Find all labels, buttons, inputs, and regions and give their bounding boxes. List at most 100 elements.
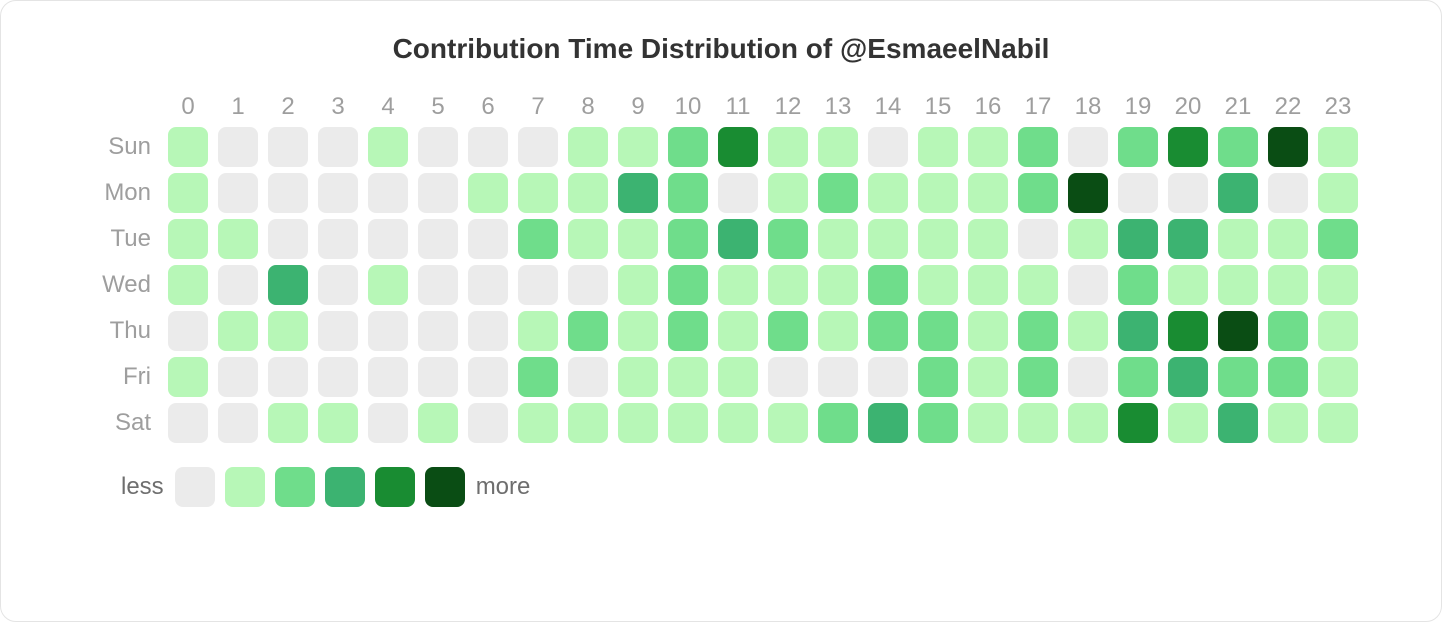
heatmap-cell bbox=[918, 173, 958, 213]
heatmap-cell bbox=[1318, 311, 1358, 351]
legend-swatch bbox=[375, 467, 415, 507]
heatmap-cell bbox=[1318, 219, 1358, 259]
hour-label: 4 bbox=[363, 93, 413, 121]
heatmap-cell bbox=[1268, 173, 1308, 213]
heatmap-cell bbox=[1218, 265, 1258, 305]
heatmap-cell bbox=[1218, 127, 1258, 167]
heatmap-cell bbox=[818, 311, 858, 351]
heatmap-cell bbox=[618, 311, 658, 351]
day-label: Mon bbox=[93, 179, 163, 207]
heatmap-cell bbox=[168, 127, 208, 167]
heatmap-cell bbox=[418, 173, 458, 213]
heatmap-cell bbox=[1118, 403, 1158, 443]
legend-swatch bbox=[425, 467, 465, 507]
heatmap-cell bbox=[1268, 127, 1308, 167]
heatmap-cell bbox=[968, 173, 1008, 213]
hour-label: 5 bbox=[413, 93, 463, 121]
heatmap-cell bbox=[468, 357, 508, 397]
heatmap-cell bbox=[1318, 265, 1358, 305]
heatmap-cell bbox=[168, 357, 208, 397]
heatmap-cell bbox=[818, 219, 858, 259]
heatmap-cell bbox=[468, 173, 508, 213]
heatmap-cell bbox=[418, 357, 458, 397]
day-row: Sun bbox=[93, 127, 1363, 167]
heatmap-cell bbox=[918, 265, 958, 305]
heatmap-cell bbox=[518, 357, 558, 397]
heatmap-cell bbox=[268, 127, 308, 167]
heatmap-cell bbox=[368, 357, 408, 397]
heatmap-cell bbox=[1268, 219, 1308, 259]
heatmap-cell bbox=[668, 357, 708, 397]
heatmap-cell bbox=[468, 127, 508, 167]
heatmap-cell bbox=[368, 311, 408, 351]
legend-swatch bbox=[275, 467, 315, 507]
day-row: Wed bbox=[93, 265, 1363, 305]
hour-label: 15 bbox=[913, 93, 963, 121]
heatmap-cell bbox=[1118, 265, 1158, 305]
heatmap-cell bbox=[218, 357, 258, 397]
heatmap-cell bbox=[868, 265, 908, 305]
heatmap-cell bbox=[618, 357, 658, 397]
heatmap-cell bbox=[668, 219, 708, 259]
heatmap-cell bbox=[818, 403, 858, 443]
day-label: Wed bbox=[93, 271, 163, 299]
heatmap-cell bbox=[868, 357, 908, 397]
hour-label: 8 bbox=[563, 93, 613, 121]
legend-swatch bbox=[325, 467, 365, 507]
heatmap-cell bbox=[1318, 357, 1358, 397]
hour-label: 9 bbox=[613, 93, 663, 121]
heatmap-cell bbox=[268, 219, 308, 259]
heatmap-cell bbox=[1168, 219, 1208, 259]
heatmap-cell bbox=[1018, 265, 1058, 305]
heatmap-cell bbox=[518, 311, 558, 351]
heatmap-cell bbox=[568, 311, 608, 351]
heatmap-cell bbox=[218, 403, 258, 443]
heatmap-cell bbox=[768, 173, 808, 213]
heatmap-cell bbox=[1068, 311, 1108, 351]
heatmap-cell bbox=[1268, 403, 1308, 443]
heatmap-cell bbox=[568, 265, 608, 305]
heatmap-cell bbox=[1068, 173, 1108, 213]
hour-label: 17 bbox=[1013, 93, 1063, 121]
heatmap-cell bbox=[718, 311, 758, 351]
legend-more-label: more bbox=[470, 473, 537, 501]
hour-label: 6 bbox=[463, 93, 513, 121]
heatmap-cell bbox=[368, 403, 408, 443]
heatmap-cell bbox=[1268, 357, 1308, 397]
heatmap-cell bbox=[468, 265, 508, 305]
day-label: Thu bbox=[93, 317, 163, 345]
heatmap-cell bbox=[1118, 357, 1158, 397]
heatmap-cell bbox=[818, 357, 858, 397]
heatmap-cell bbox=[768, 403, 808, 443]
heatmap-cell bbox=[768, 219, 808, 259]
hour-label: 0 bbox=[163, 93, 213, 121]
heatmap-cell bbox=[1168, 127, 1208, 167]
hour-label: 21 bbox=[1213, 93, 1263, 121]
heatmap-cell bbox=[1268, 265, 1308, 305]
heatmap-cell bbox=[568, 219, 608, 259]
heatmap-cell bbox=[1218, 219, 1258, 259]
heatmap-cell bbox=[1168, 173, 1208, 213]
heatmap-cell bbox=[368, 127, 408, 167]
heatmap-cell bbox=[1218, 403, 1258, 443]
heatmap-cell bbox=[1068, 127, 1108, 167]
day-label: Sun bbox=[93, 133, 163, 161]
heatmap-cell bbox=[318, 127, 358, 167]
hour-axis: 01234567891011121314151617181920212223 bbox=[93, 93, 1363, 121]
heatmap-cell bbox=[218, 311, 258, 351]
heatmap-cell bbox=[918, 219, 958, 259]
day-row: Fri bbox=[93, 357, 1363, 397]
heatmap-cell bbox=[718, 127, 758, 167]
hour-label: 11 bbox=[713, 93, 763, 121]
heatmap-cell bbox=[568, 403, 608, 443]
heatmap-cell bbox=[918, 357, 958, 397]
contribution-heatmap-card: Contribution Time Distribution of @Esmae… bbox=[0, 0, 1442, 622]
heatmap-cell bbox=[1018, 173, 1058, 213]
heatmap-cell bbox=[1318, 127, 1358, 167]
heatmap-cell bbox=[268, 173, 308, 213]
heatmap-cell bbox=[418, 127, 458, 167]
heatmap-cell bbox=[718, 403, 758, 443]
heatmap-cell bbox=[968, 311, 1008, 351]
heatmap-cell bbox=[968, 357, 1008, 397]
hour-label: 14 bbox=[863, 93, 913, 121]
